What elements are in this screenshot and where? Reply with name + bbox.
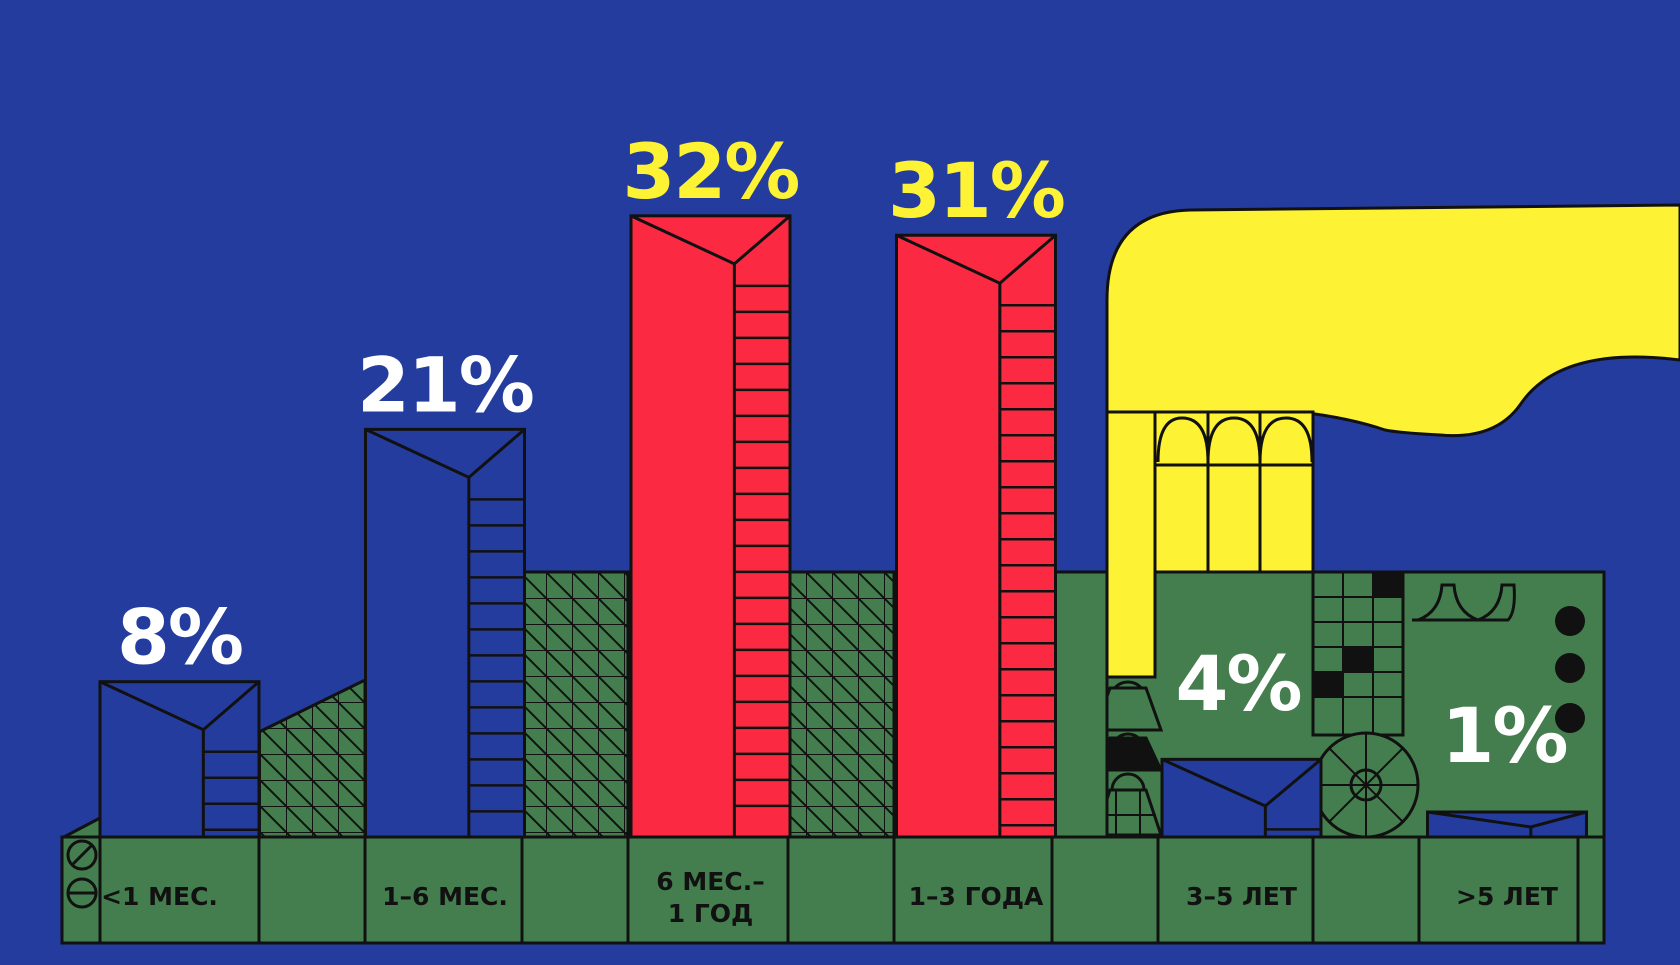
value-label: 31% xyxy=(888,146,1064,235)
bar xyxy=(364,427,526,839)
value-label: 21% xyxy=(357,340,533,429)
bar xyxy=(1160,757,1323,839)
yellow-arcade xyxy=(1153,410,1315,574)
bar xyxy=(629,214,792,839)
value-label: 4% xyxy=(1175,639,1300,728)
hatch-connector xyxy=(786,570,896,839)
category-labels: <1 МЕС. 1–6 МЕС. 6 МЕС.– 1 ГОД 1–3 ГОДА 3–5 Л… xyxy=(101,867,1558,928)
bar xyxy=(98,680,261,839)
category-label: 1–6 МЕС. xyxy=(382,882,508,911)
category-label: <1 МЕС. xyxy=(101,882,218,911)
hatch-connector xyxy=(1050,570,1109,839)
bars xyxy=(98,214,1588,839)
hatch-connector xyxy=(257,677,367,839)
category-label: 6 МЕС.– 1 ГОД xyxy=(656,867,764,928)
ground-strip xyxy=(60,835,1606,945)
value-label: 8% xyxy=(117,593,242,682)
value-labels: 8% 21% 32% 31% 4% 1% xyxy=(117,127,1569,780)
value-label: 32% xyxy=(623,127,799,216)
yellow-canopy xyxy=(1105,203,1680,680)
ground-strip xyxy=(61,815,102,840)
hatch-connector xyxy=(520,570,630,839)
category-label: >5 ЛЕТ xyxy=(1456,882,1558,911)
bar xyxy=(1426,810,1588,839)
value-label: 1% xyxy=(1441,691,1566,780)
category-label: 3–5 ЛЕТ xyxy=(1186,882,1297,911)
category-label: 1–3 ГОДА xyxy=(909,882,1044,911)
bar xyxy=(895,233,1057,839)
yellow-column xyxy=(1105,410,1157,679)
